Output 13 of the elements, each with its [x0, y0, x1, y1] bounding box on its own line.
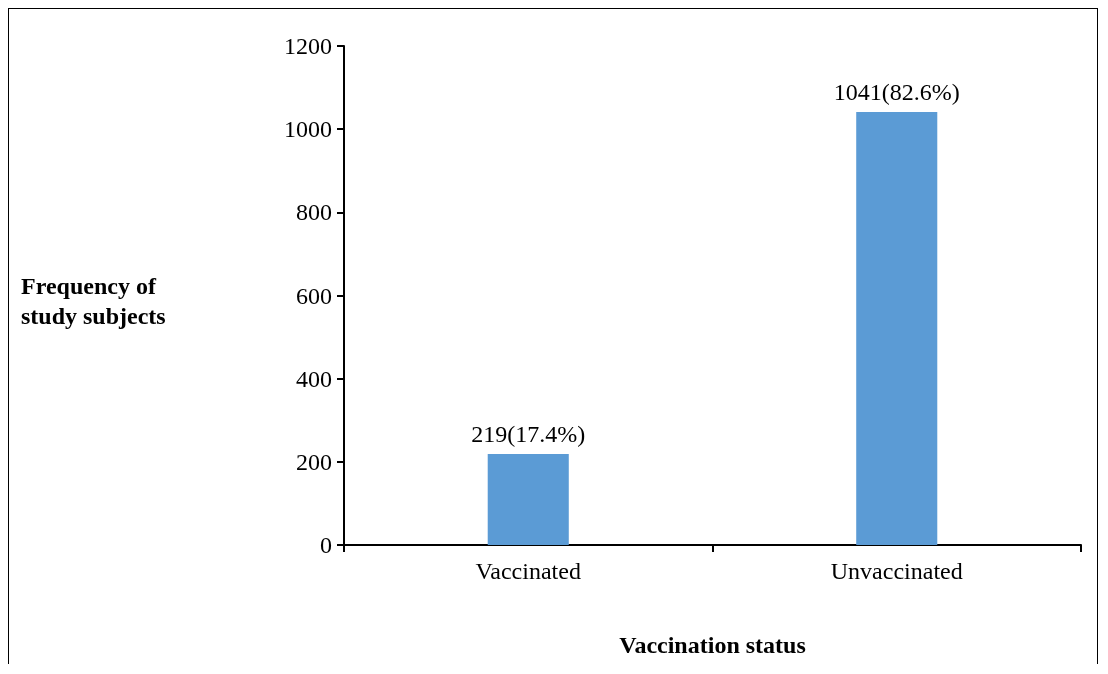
x-tick-label: Unvaccinated	[830, 558, 963, 584]
y-tick-label: 0	[320, 532, 332, 558]
y-axis-title: Frequency of study subjects	[21, 273, 166, 329]
y-tick-label: 200	[296, 448, 332, 475]
y-tick-label: 800	[296, 199, 332, 226]
x-tick-label: Vaccinated	[475, 558, 581, 584]
x-axis-title: Vaccination status	[619, 632, 806, 658]
y-tick-label: 1200	[284, 33, 332, 59]
data-label: 219(17.4%)	[471, 420, 586, 447]
y-tick-label: 600	[296, 282, 332, 309]
y-tick-label: 1000	[284, 116, 332, 143]
data-label: 1041(82.6%)	[833, 79, 960, 106]
y-tick-label: 400	[296, 365, 332, 392]
